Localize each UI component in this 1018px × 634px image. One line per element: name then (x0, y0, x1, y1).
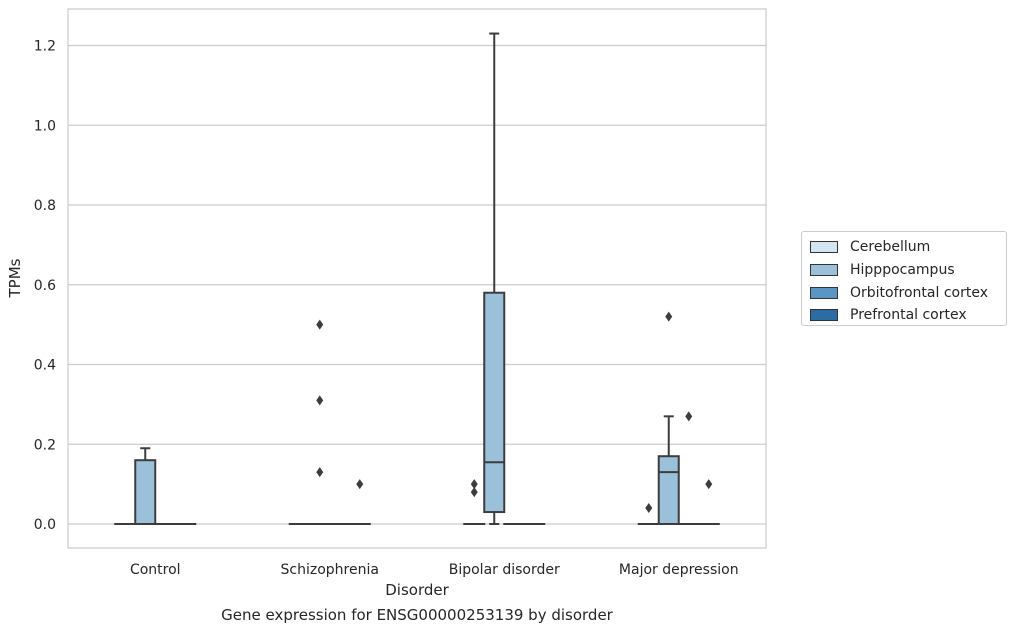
legend-label: Hipppocampus (850, 262, 955, 279)
x-tick-label: Major depression (619, 562, 739, 578)
y-tick-label: 0.4 (34, 358, 56, 374)
box-hipppocampus (308, 319, 331, 526)
outlier-point (316, 395, 324, 406)
legend-item: Cerebellum (810, 236, 1006, 259)
plot-frame (67, 8, 767, 549)
legend-swatch (810, 241, 838, 254)
box-cerebellum (463, 479, 486, 526)
y-tick-label: 0.8 (34, 198, 56, 214)
box-hipppocampus (483, 32, 506, 525)
outlier-point (316, 319, 324, 330)
legend-swatch (810, 286, 838, 299)
y-tick-label: 0.6 (34, 278, 56, 294)
box-cerebellum (637, 503, 660, 526)
box (657, 455, 680, 525)
y-tick-label: 0.0 (34, 517, 56, 533)
chart-caption: Gene expression for ENSG00000253139 by d… (221, 606, 613, 624)
box (134, 459, 157, 526)
box-orbitofrontal-cortex (677, 411, 700, 526)
box-hipppocampus (134, 447, 157, 526)
x-tick-label: Bipolar disorder (449, 562, 560, 578)
legend: Cerebellum Hipppocampus Orbitofrontal cort… (801, 231, 1007, 326)
outlier-point (356, 479, 364, 490)
gridlines (68, 44, 766, 525)
y-tick-label: 0.2 (34, 437, 56, 453)
box (483, 291, 506, 514)
legend-item: Hipppocampus (810, 259, 1006, 282)
y-tick-label: 1.0 (34, 118, 56, 134)
y-tick-labels: 0.0 0.2 0.4 0.6 0.8 1.0 1.2 (34, 39, 56, 534)
x-tick-label: Control (130, 562, 181, 578)
legend-swatch (810, 264, 838, 277)
legend-item: Orbitofrontal cortex (810, 281, 1006, 304)
legend-label: Prefrontal cortex (850, 307, 967, 324)
outlier-point (645, 503, 653, 514)
outlier-point (470, 487, 478, 498)
legend-label: Cerebellum (850, 239, 931, 256)
x-tick-labels: Control Schizophrenia Bipolar disorder Majo… (130, 562, 739, 578)
outlier-point (316, 467, 324, 478)
outlier-point (685, 411, 693, 422)
outlier-point (705, 479, 713, 490)
legend-item: Prefrontal cortex (810, 304, 1006, 327)
box-plot-layer (114, 32, 720, 526)
legend-swatch (810, 309, 838, 322)
y-axis-label: TPMs (6, 258, 24, 298)
x-axis-label: Disorder (385, 581, 449, 599)
box-prefrontal-cortex (697, 479, 720, 526)
box-prefrontal-cortex (348, 479, 371, 526)
legend-label: Orbitofrontal cortex (850, 284, 988, 301)
y-tick-label: 1.2 (34, 39, 56, 55)
x-tick-label: Schizophrenia (281, 562, 379, 578)
outlier-point (665, 311, 673, 322)
box-hipppocampus (657, 311, 680, 525)
outlier-point (470, 479, 478, 490)
